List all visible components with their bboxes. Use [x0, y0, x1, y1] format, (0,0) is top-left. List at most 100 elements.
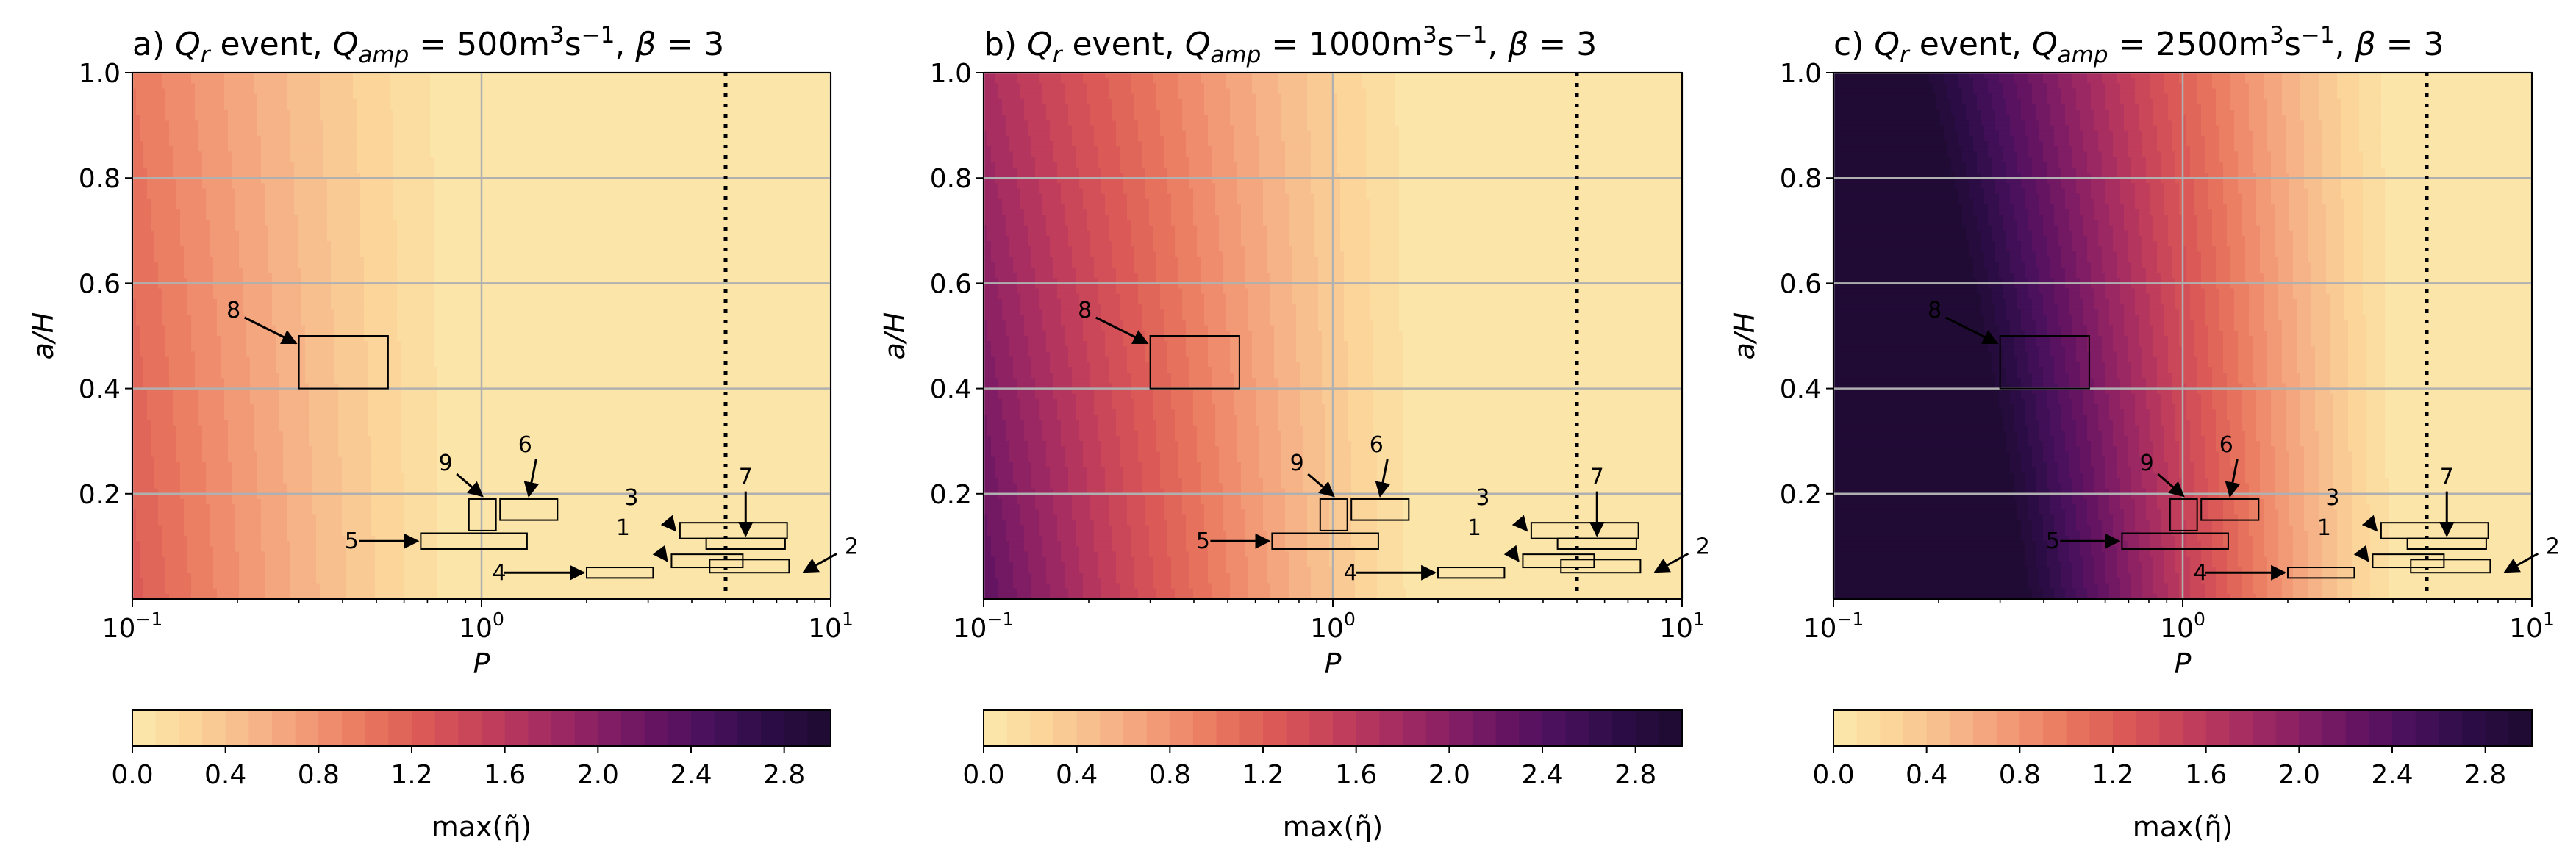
contour-cell: [360, 78, 365, 84]
contour-cell: [456, 120, 460, 126]
contour-cell: [754, 99, 758, 105]
contour-cell: [636, 83, 640, 89]
contour-cell: [254, 88, 258, 94]
contour-cell: [676, 88, 681, 94]
contour-cell: [504, 83, 508, 89]
contour-cell: [787, 126, 791, 132]
contour-cell: [581, 126, 585, 132]
contour-cell: [820, 83, 824, 89]
contour-cell: [206, 94, 210, 100]
contour-cell: [342, 126, 346, 132]
contour-cell: [298, 110, 302, 115]
contour-cell: [493, 78, 497, 84]
contour-cell: [316, 83, 321, 89]
contour-cell: [526, 99, 530, 105]
contour-cell: [382, 83, 387, 89]
contour-cell: [724, 78, 729, 84]
contour-cell: [158, 131, 162, 137]
contour-cell: [577, 104, 582, 110]
contour-cell: [588, 110, 593, 115]
contour-cell: [375, 99, 379, 105]
contour-cell: [746, 110, 751, 115]
contour-cell: [246, 120, 251, 126]
contour-cell: [665, 94, 670, 100]
contour-cell: [246, 115, 251, 121]
contour-cell: [353, 120, 357, 126]
contour-cell: [562, 115, 567, 121]
contour-cell: [198, 78, 203, 84]
contour-cell: [235, 78, 240, 84]
contour-cell: [169, 99, 173, 105]
contour-cell: [334, 99, 339, 105]
contour-cell: [500, 115, 504, 121]
contour-cell: [169, 110, 173, 115]
contour-cell: [662, 94, 666, 100]
contour-cell: [371, 115, 376, 121]
contour-cell: [816, 110, 820, 115]
contour-cell: [614, 99, 618, 105]
contour-cell: [368, 120, 372, 126]
contour-cell: [728, 131, 732, 137]
contour-cell: [779, 104, 784, 110]
contour-cell: [798, 115, 802, 121]
contour-cell: [735, 104, 740, 110]
contour-cell: [757, 115, 762, 121]
contour-cell: [584, 120, 589, 126]
contour-cell: [595, 126, 600, 132]
contour-cell: [566, 110, 570, 115]
contour-cell: [735, 99, 740, 105]
contour-cell: [592, 83, 596, 89]
contour-cell: [595, 78, 600, 84]
contour-cell: [496, 115, 501, 121]
contour-cell: [467, 88, 471, 94]
contour-cell: [533, 126, 537, 132]
contour-cell: [430, 126, 434, 132]
contour-cell: [816, 88, 820, 94]
contour-cell: [691, 110, 695, 115]
contour-cell: [198, 104, 203, 110]
contour-cell: [779, 88, 784, 94]
contour-cell: [537, 126, 541, 132]
contour-cell: [463, 88, 468, 94]
contour-cell: [187, 110, 192, 115]
contour-cell: [471, 115, 475, 121]
contour-cell: [283, 126, 287, 132]
contour-cell: [515, 94, 519, 100]
contour-cell: [621, 94, 626, 100]
contour-cell: [658, 104, 662, 110]
contour-cell: [364, 94, 368, 100]
contour-cell: [276, 88, 280, 94]
contour-cell: [662, 120, 666, 126]
contour-cell: [154, 126, 159, 132]
contour-cell: [191, 94, 196, 100]
contour-cell: [195, 104, 199, 110]
contour-cell: [731, 94, 736, 100]
contour-cell: [434, 104, 438, 110]
contour-cell: [360, 83, 365, 89]
contour-cell: [250, 126, 254, 132]
contour-cell: [169, 88, 173, 94]
contour-cell: [154, 94, 159, 100]
contour-cell: [323, 94, 328, 100]
contour-cell: [265, 78, 269, 84]
contour-cell: [687, 83, 692, 89]
contour-cell: [393, 126, 398, 132]
contour-cell: [706, 120, 710, 126]
contour-cell: [463, 126, 468, 132]
contour-cell: [228, 104, 232, 110]
contour-cell: [408, 115, 412, 121]
contour-cell: [790, 78, 795, 84]
contour-cell: [522, 88, 526, 94]
contour-cell: [191, 131, 196, 137]
contour-cell: [559, 126, 563, 132]
contour-cell: [408, 110, 412, 115]
contour-cell: [401, 83, 405, 89]
contour-cell: [662, 99, 666, 105]
contour-cell: [691, 94, 695, 100]
contour-cell: [338, 88, 343, 94]
contour-cell: [158, 83, 162, 89]
contour-cell: [140, 110, 144, 115]
contour-cell: [298, 115, 302, 121]
contour-cell: [309, 120, 313, 126]
contour-cell: [632, 120, 637, 126]
